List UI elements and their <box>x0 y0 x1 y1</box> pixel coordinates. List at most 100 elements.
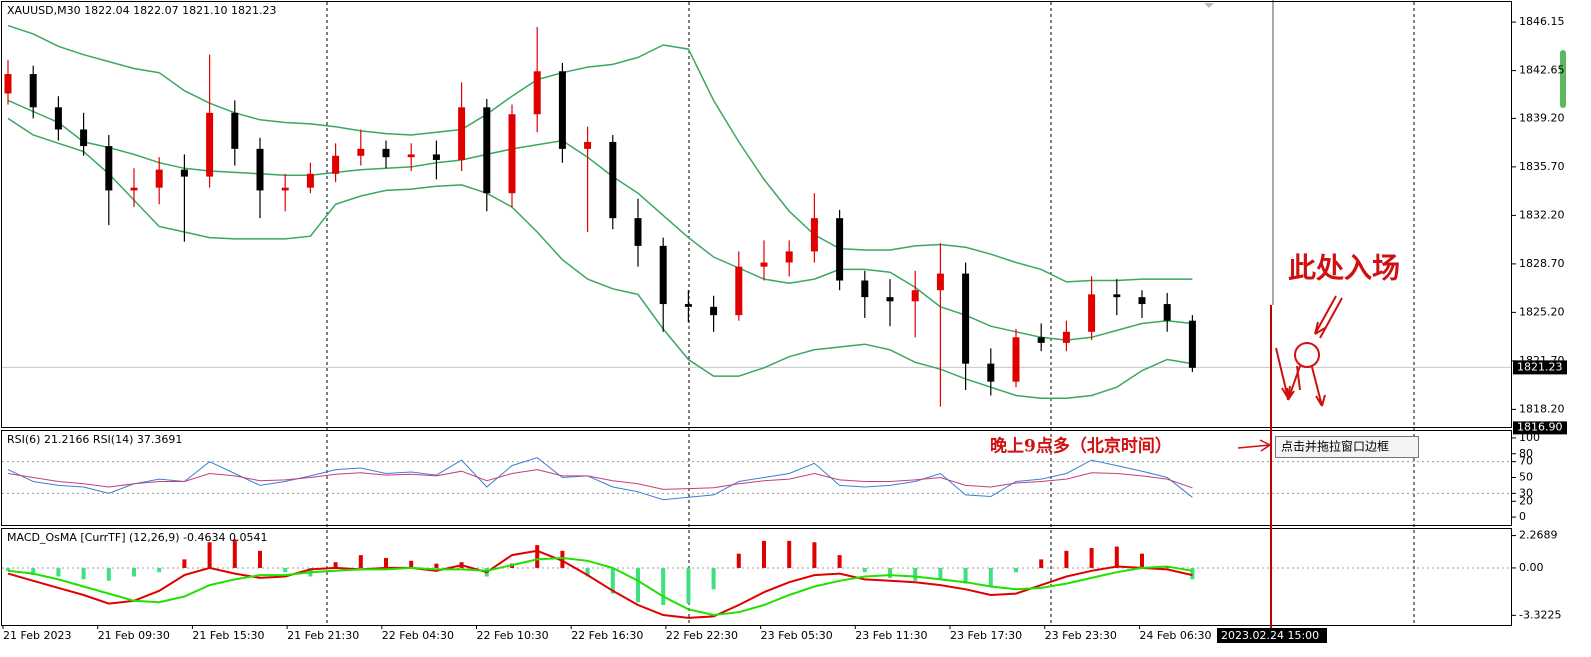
tooltip <box>1275 436 1419 458</box>
histogram-bar <box>132 567 136 577</box>
candle-body <box>1012 337 1020 382</box>
macd-title: MACD_OsMA [CurrTF] (12,26,9) -0.4634 0.0… <box>7 531 268 544</box>
candle-body <box>836 218 844 281</box>
y-tick-label: 50 <box>1519 471 1533 484</box>
candle-body <box>609 141 617 219</box>
histogram-bar <box>333 562 338 568</box>
candle-body <box>1062 331 1070 343</box>
y-tick-label: 0.00 <box>1519 561 1544 574</box>
histogram-bar <box>106 567 111 581</box>
arrow-left <box>1275 347 1291 399</box>
y-tick-label: 70 <box>1519 455 1533 468</box>
x-tick-label: 22 Feb 16:30 <box>571 629 643 642</box>
x-tick-label: 23 Feb 11:30 <box>855 629 927 642</box>
y-tick-label: 0 <box>1519 510 1526 523</box>
candle-body <box>1188 320 1196 368</box>
x-tick-label: 23 Feb 17:30 <box>950 629 1022 642</box>
x-tick-label: 23 Feb 05:30 <box>761 629 833 642</box>
candle-body <box>962 273 970 364</box>
candle-body <box>1138 297 1146 305</box>
main-title: XAUUSD,M30 1822.04 1822.07 1821.10 1821.… <box>7 4 277 17</box>
candle-body <box>357 148 365 156</box>
time-note: 晚上9点多（北京时间） <box>990 436 1172 457</box>
histogram-bar <box>661 567 666 606</box>
y-tick-label: 20 <box>1519 494 1533 507</box>
series-line <box>7 457 1193 501</box>
y-tick-label: 1828.70 <box>1519 257 1565 270</box>
y-tick-label: 1839.20 <box>1519 111 1565 124</box>
histogram-bar <box>787 540 792 568</box>
histogram-bar <box>736 553 741 568</box>
histogram-bar <box>1190 567 1195 580</box>
histogram-bar <box>988 567 993 587</box>
histogram-bar <box>1089 547 1094 568</box>
histogram-bar <box>31 567 36 576</box>
histogram-bar <box>610 567 615 594</box>
rsi-frame <box>1 430 1512 526</box>
candle-body <box>382 148 390 158</box>
histogram-bar <box>686 567 691 604</box>
candle-body <box>659 245 667 305</box>
histogram-bar <box>409 560 414 568</box>
candle-body <box>684 304 692 307</box>
candle-body <box>861 280 869 298</box>
histogram-bar <box>1114 546 1119 568</box>
last-price-label: 1821.23 <box>1517 360 1563 373</box>
x-tick-label: 22 Feb 04:30 <box>382 629 454 642</box>
candle-body <box>407 154 415 158</box>
candle-body <box>332 155 340 174</box>
candle-body <box>987 363 995 382</box>
histogram-bar <box>232 539 237 568</box>
histogram-bar <box>1140 553 1144 568</box>
candle-body <box>80 129 88 147</box>
y-tick-label: 1832.20 <box>1519 208 1565 221</box>
plot-area <box>2 24 1512 619</box>
x-tick-label: 21 Feb 15:30 <box>192 629 264 642</box>
histogram-bar <box>207 542 212 568</box>
series-line <box>7 469 1193 490</box>
candle-body <box>936 273 944 291</box>
candle-body <box>231 112 239 149</box>
histogram-bar <box>6 567 10 571</box>
candle-body <box>105 146 113 191</box>
candle-body <box>558 71 566 149</box>
candle-body <box>256 148 264 191</box>
rsi-title: RSI(6) 21.2166 RSI(14) 37.3691 <box>7 433 182 446</box>
candle-body <box>306 173 314 188</box>
histogram-bar <box>963 567 968 584</box>
entry-markers <box>1275 295 1343 407</box>
histogram-bar <box>56 567 61 577</box>
candle-body <box>29 74 37 108</box>
y-tick-label: 1825.20 <box>1519 305 1565 318</box>
entry-circle <box>1294 342 1320 368</box>
candle-body <box>886 297 894 302</box>
histogram-bar <box>358 555 363 568</box>
shift-marker <box>1204 3 1214 8</box>
histogram-bar <box>636 567 640 603</box>
histogram-bar <box>1014 567 1018 573</box>
entry-note: 此处入场 <box>1288 252 1400 285</box>
series-line <box>7 556 1193 617</box>
candle-body <box>710 306 718 316</box>
histogram-bar <box>1039 559 1044 568</box>
histogram-bar <box>258 550 262 568</box>
x-tick-label: 23 Feb 23:30 <box>1045 629 1117 642</box>
candle-body <box>281 187 289 191</box>
histogram-bar <box>585 567 590 577</box>
histogram-bar <box>535 545 540 568</box>
histogram-bar <box>560 550 565 568</box>
frames <box>1 1 1512 626</box>
macd-frame <box>1 528 1512 626</box>
candle-body <box>911 290 919 302</box>
scroll-handle[interactable] <box>1560 50 1566 108</box>
candle-body <box>130 187 138 191</box>
y-tick-label: 1835.70 <box>1519 160 1565 173</box>
candle-body <box>760 262 768 267</box>
histogram-bar <box>762 540 766 568</box>
candle-body <box>1113 294 1121 298</box>
tooltip-text: 点击并拖拉窗口边框 <box>1281 439 1389 454</box>
y-tick-label: 1842.65 <box>1519 64 1565 77</box>
